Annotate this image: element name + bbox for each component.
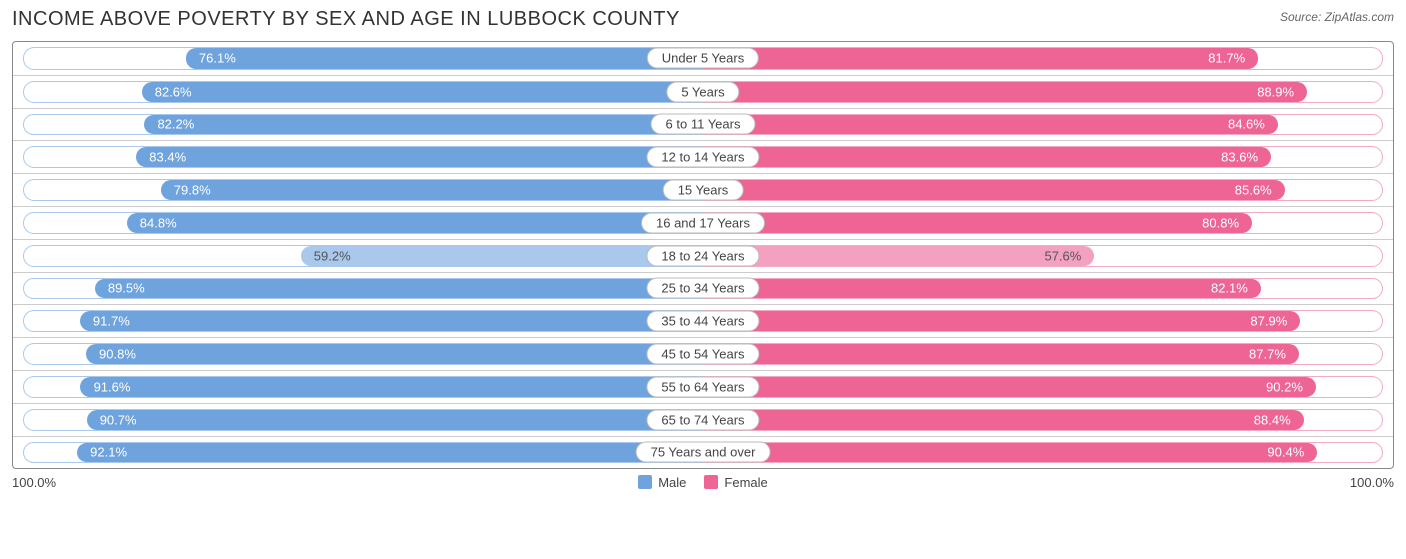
female-value: 82.1% (1211, 281, 1248, 296)
female-bar (703, 82, 1307, 102)
category-label: 16 and 17 Years (641, 212, 765, 233)
female-bar (703, 279, 1261, 299)
female-value: 87.7% (1249, 347, 1286, 362)
category-label: 6 to 11 Years (651, 114, 756, 135)
female-bar (703, 180, 1285, 200)
diverging-bar-chart: 76.1% 81.7% Under 5 Years 82.6% 88.9% 5 Years… (12, 41, 1394, 469)
female-bar (703, 344, 1299, 364)
male-value: 90.8% (99, 347, 136, 362)
category-label: 75 Years and over (636, 442, 771, 463)
male-value: 83.4% (149, 150, 186, 165)
male-value: 89.5% (108, 281, 145, 296)
male-value: 84.8% (140, 215, 177, 230)
female-value: 57.6% (1044, 248, 1081, 263)
male-bar (77, 443, 703, 463)
female-bar (703, 443, 1317, 463)
male-bar (80, 377, 703, 397)
male-value: 76.1% (199, 51, 236, 66)
legend-male: Male (638, 475, 686, 490)
male-value: 91.7% (93, 314, 130, 329)
male-bar (144, 115, 703, 135)
female-value: 84.6% (1228, 117, 1265, 132)
female-value: 90.4% (1267, 445, 1304, 460)
male-bar (142, 82, 703, 102)
female-bar (703, 48, 1258, 69)
chart-row: 90.7% 88.4% 65 to 74 Years (13, 403, 1393, 436)
male-value: 82.2% (157, 117, 194, 132)
source-name: ZipAtlas.com (1325, 10, 1394, 24)
female-bar (703, 410, 1304, 430)
chart-footer: 100.0% Male Female 100.0% (12, 475, 1394, 490)
male-value: 59.2% (314, 248, 351, 263)
category-label: 5 Years (666, 81, 739, 102)
female-value: 80.8% (1202, 215, 1239, 230)
male-bar (161, 180, 703, 200)
source-label: Source: (1280, 10, 1321, 24)
male-bar (87, 410, 703, 430)
category-label: 65 to 74 Years (646, 409, 759, 430)
male-bar (136, 147, 703, 167)
male-swatch-icon (638, 475, 652, 489)
chart-row: 91.7% 87.9% 35 to 44 Years (13, 304, 1393, 337)
male-value: 90.7% (100, 412, 137, 427)
female-bar (703, 377, 1316, 397)
legend-female-label: Female (724, 475, 767, 490)
female-bar (703, 115, 1278, 135)
chart-row: 89.5% 82.1% 25 to 34 Years (13, 272, 1393, 305)
male-value: 79.8% (174, 183, 211, 198)
chart-row: 59.2% 57.6% 18 to 24 Years (13, 239, 1393, 272)
male-value: 92.1% (90, 445, 127, 460)
axis-left-label: 100.0% (12, 475, 56, 490)
female-bar (703, 246, 1094, 266)
male-bar (95, 279, 703, 299)
chart-header: INCOME ABOVE POVERTY BY SEX AND AGE IN L… (12, 8, 1394, 31)
female-value: 85.6% (1235, 183, 1272, 198)
female-value: 88.4% (1254, 412, 1291, 427)
chart-title: INCOME ABOVE POVERTY BY SEX AND AGE IN L… (12, 8, 680, 31)
male-bar (80, 311, 703, 331)
male-value: 91.6% (94, 379, 131, 394)
legend-male-label: Male (658, 475, 686, 490)
category-label: 45 to 54 Years (646, 344, 759, 365)
chart-row: 79.8% 85.6% 15 Years (13, 173, 1393, 206)
male-bar (86, 344, 703, 364)
chart-row: 82.2% 84.6% 6 to 11 Years (13, 108, 1393, 141)
female-bar (703, 311, 1300, 331)
chart-row: 84.8% 80.8% 16 and 17 Years (13, 206, 1393, 239)
chart-row: 82.6% 88.9% 5 Years (13, 75, 1393, 108)
female-swatch-icon (704, 475, 718, 489)
male-bar (301, 246, 703, 266)
category-label: 35 to 44 Years (646, 311, 759, 332)
female-value: 83.6% (1221, 150, 1258, 165)
chart-row: 76.1% 81.7% Under 5 Years (13, 42, 1393, 75)
category-label: 18 to 24 Years (646, 245, 759, 266)
chart-row: 92.1% 90.4% 75 Years and over (13, 436, 1393, 469)
legend-female: Female (704, 475, 767, 490)
chart-row: 83.4% 83.6% 12 to 14 Years (13, 140, 1393, 173)
category-label: 15 Years (663, 180, 744, 201)
female-value: 88.9% (1257, 84, 1294, 99)
female-bar (703, 213, 1252, 233)
category-label: 12 to 14 Years (646, 147, 759, 168)
category-label: 25 to 34 Years (646, 278, 759, 299)
legend: Male Female (638, 475, 768, 490)
male-value: 82.6% (155, 84, 192, 99)
male-bar (127, 213, 703, 233)
chart-row: 91.6% 90.2% 55 to 64 Years (13, 370, 1393, 403)
chart-source: Source: ZipAtlas.com (1280, 8, 1394, 24)
axis-right-label: 100.0% (1350, 475, 1394, 490)
female-bar (703, 147, 1271, 167)
male-bar (186, 48, 703, 69)
female-value: 81.7% (1208, 51, 1245, 66)
female-value: 87.9% (1250, 314, 1287, 329)
category-label: Under 5 Years (647, 48, 759, 69)
female-value: 90.2% (1266, 379, 1303, 394)
category-label: 55 to 64 Years (646, 376, 759, 397)
chart-row: 90.8% 87.7% 45 to 54 Years (13, 337, 1393, 370)
